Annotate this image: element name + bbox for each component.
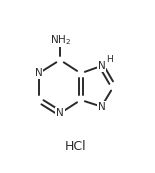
Text: H: H (106, 55, 113, 64)
Text: N: N (98, 61, 105, 71)
Text: NH$_2$: NH$_2$ (49, 33, 71, 47)
Text: HCl: HCl (65, 140, 86, 153)
Text: N: N (98, 102, 105, 112)
Text: N: N (35, 68, 43, 78)
Text: N: N (56, 108, 64, 118)
